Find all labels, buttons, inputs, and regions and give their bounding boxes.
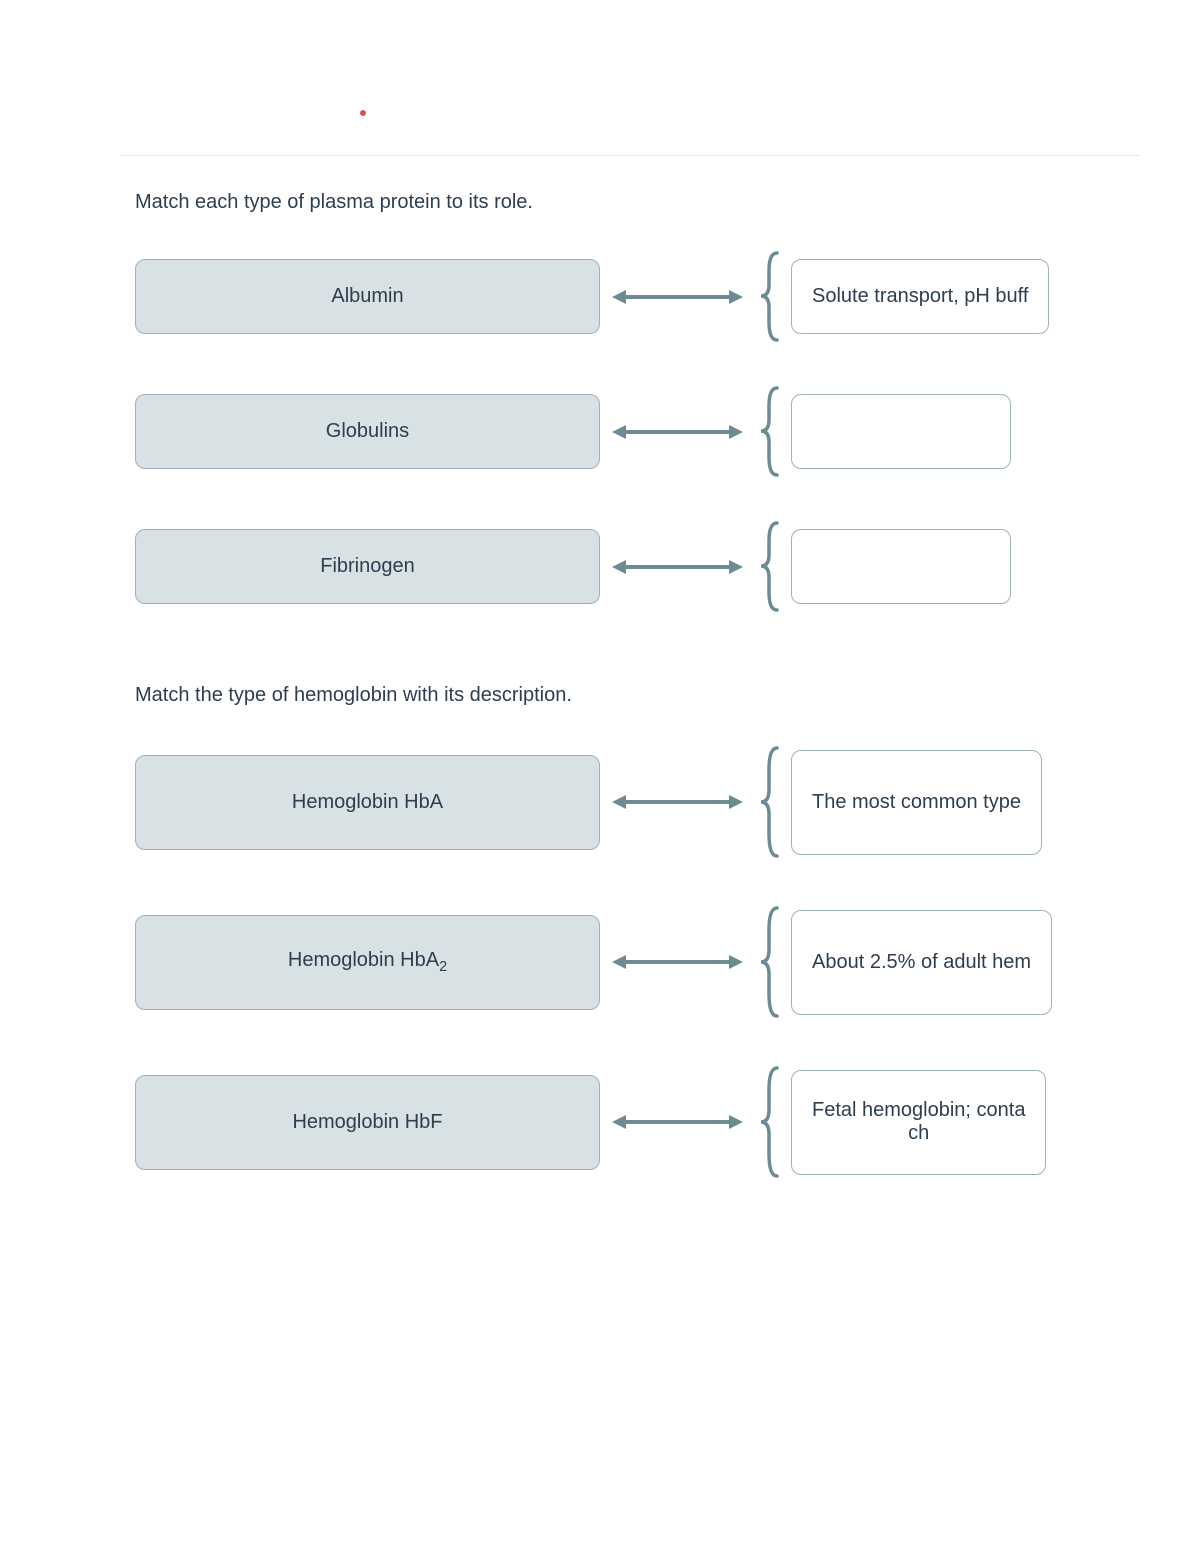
bracket-icon bbox=[755, 1062, 783, 1182]
bracket-icon bbox=[755, 902, 783, 1022]
connector-arrow bbox=[600, 287, 755, 307]
match-row: Fibrinogen bbox=[135, 519, 1200, 614]
right-card[interactable] bbox=[791, 394, 1011, 469]
matching-section-1: Match each type of plasma protein to its… bbox=[135, 191, 1200, 614]
right-card-label: Fetal hemoglobin; contach bbox=[812, 1099, 1025, 1145]
right-card[interactable] bbox=[791, 529, 1011, 604]
divider bbox=[120, 155, 1140, 156]
left-card-label: Hemoglobin HbA2 bbox=[288, 949, 447, 975]
left-card-label: Albumin bbox=[331, 285, 403, 308]
left-card-label: Hemoglobin HbF bbox=[292, 1111, 442, 1134]
right-card[interactable]: About 2.5% of adult hem bbox=[791, 910, 1052, 1015]
matching-section-2: Match the type of hemoglobin with its de… bbox=[135, 684, 1200, 1182]
match-row: Albumin Solute transport, pH buff bbox=[135, 249, 1200, 344]
right-card-label: Solute transport, pH buff bbox=[812, 285, 1028, 308]
right-card[interactable]: Solute transport, pH buff bbox=[791, 259, 1049, 334]
bracket-icon bbox=[755, 249, 783, 344]
bracket-icon bbox=[755, 742, 783, 862]
left-card[interactable]: Globulins bbox=[135, 394, 600, 469]
left-card[interactable]: Hemoglobin HbA2 bbox=[135, 915, 600, 1010]
rows-container: Hemoglobin HbA The most common type Hemo… bbox=[135, 742, 1200, 1182]
connector-arrow bbox=[600, 952, 755, 972]
indicator-dot bbox=[360, 110, 366, 116]
left-card-label: Hemoglobin HbA bbox=[292, 791, 443, 814]
connector-arrow bbox=[600, 557, 755, 577]
left-card-label: Fibrinogen bbox=[320, 555, 415, 578]
connector-arrow bbox=[600, 1112, 755, 1132]
left-card[interactable]: Albumin bbox=[135, 259, 600, 334]
right-card-label: About 2.5% of adult hem bbox=[812, 951, 1031, 974]
right-card[interactable]: Fetal hemoglobin; contach bbox=[791, 1070, 1046, 1175]
right-card[interactable]: The most common type bbox=[791, 750, 1042, 855]
bracket-icon bbox=[755, 519, 783, 614]
match-row: Hemoglobin HbA The most common type bbox=[135, 742, 1200, 862]
match-row: Globulins bbox=[135, 384, 1200, 479]
match-row: Hemoglobin HbA2 About 2.5% of adult hem bbox=[135, 902, 1200, 1022]
match-row: Hemoglobin HbF Fetal hemoglobin; contach bbox=[135, 1062, 1200, 1182]
bracket-icon bbox=[755, 384, 783, 479]
prompt-text: Match the type of hemoglobin with its de… bbox=[135, 684, 1200, 707]
connector-arrow bbox=[600, 792, 755, 812]
right-card-label: The most common type bbox=[812, 791, 1021, 814]
left-card[interactable]: Fibrinogen bbox=[135, 529, 600, 604]
left-card-label: Globulins bbox=[326, 420, 409, 443]
prompt-text: Match each type of plasma protein to its… bbox=[135, 191, 1200, 214]
page-container: Match each type of plasma protein to its… bbox=[0, 0, 1200, 1182]
left-card[interactable]: Hemoglobin HbA bbox=[135, 755, 600, 850]
rows-container: Albumin Solute transport, pH buff Globul… bbox=[135, 249, 1200, 614]
connector-arrow bbox=[600, 422, 755, 442]
left-card[interactable]: Hemoglobin HbF bbox=[135, 1075, 600, 1170]
